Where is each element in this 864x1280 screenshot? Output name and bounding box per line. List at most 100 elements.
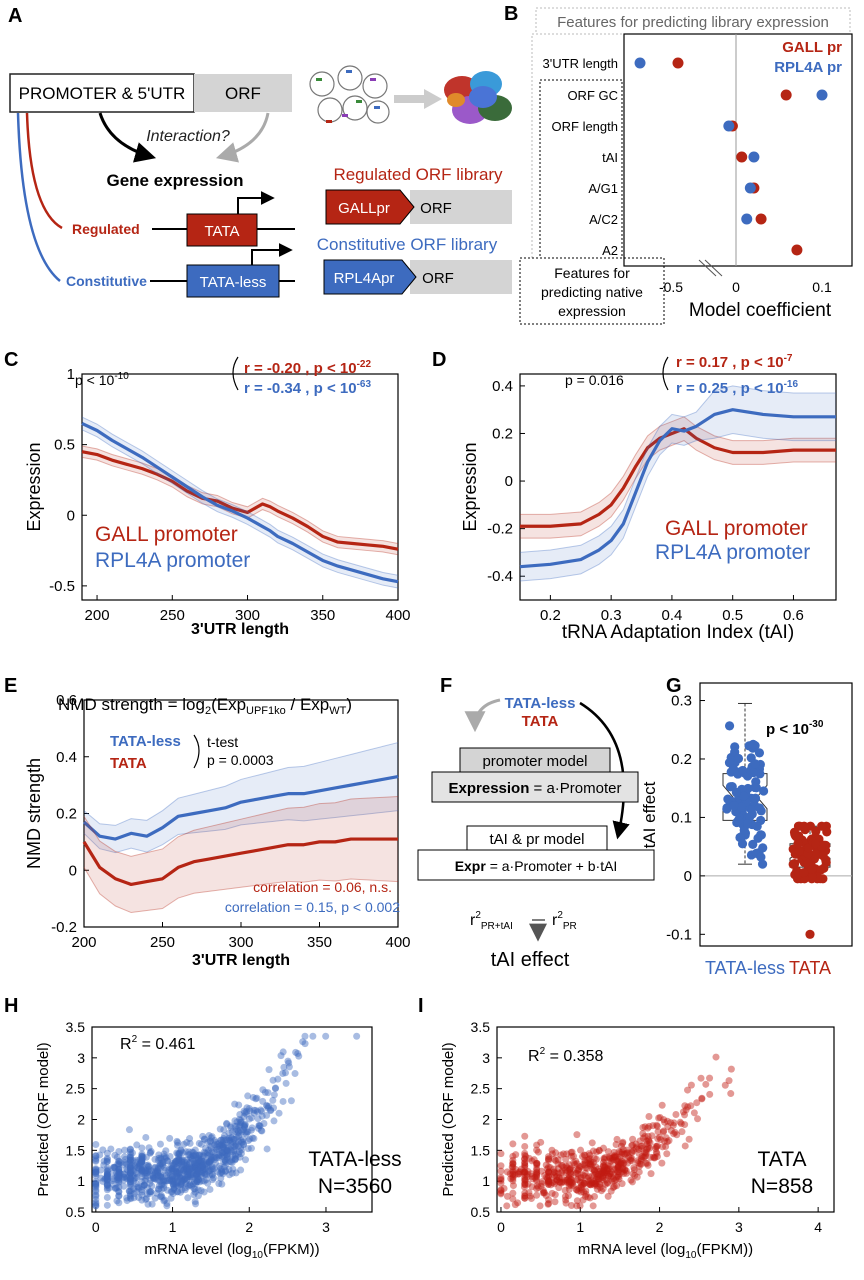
gall-promoter-shape [325,189,415,225]
i-plot-point [644,1144,652,1152]
h-plot-point [143,1169,151,1177]
h-plot-point [126,1176,134,1184]
i-plot-point [534,1183,542,1191]
i-plot-point [523,1173,531,1181]
g-point [733,753,744,764]
h-plot-point [133,1183,141,1191]
h-plot-point [240,1107,248,1115]
h-plot-point [222,1167,230,1175]
i-plot-point [536,1202,544,1210]
h-plot-point [92,1166,100,1174]
h-plot-point [219,1138,227,1146]
h-plot-point [138,1166,146,1174]
h-plot-ytick-label: 3 [77,1050,85,1066]
i-plot-point [698,1094,706,1102]
h-plot-point [115,1173,123,1181]
h-plot-point [103,1170,111,1178]
h-plot-point [156,1160,164,1168]
h-plot-point [136,1159,144,1167]
h-plot-point [149,1172,157,1180]
i-plot-point [546,1163,554,1171]
h-plot-point [115,1187,123,1195]
h-plot-point [231,1155,239,1163]
h-plot-point [178,1180,186,1188]
g-point [756,852,766,862]
h-plot-point [146,1149,154,1157]
h-plot-point [234,1142,242,1150]
h-plot-point [138,1173,146,1181]
i-plot-point [541,1171,549,1179]
h-plot-point [220,1148,228,1156]
i-plot-point [632,1144,640,1152]
i-plot-point [614,1173,622,1181]
i-plot-point [509,1140,517,1148]
h-plot-point [171,1160,179,1168]
i-plot-point [646,1139,654,1147]
i-plot-point [643,1140,651,1148]
h-plot-point [153,1176,161,1184]
h-plot-point [211,1159,219,1167]
h-plot-point [322,1032,330,1040]
h-plot-point [103,1167,111,1175]
h-plot-point [195,1157,203,1165]
h-plot-point [138,1166,146,1174]
h-plot-point [242,1130,250,1138]
i-plot-point [561,1166,569,1174]
h-plot-point [253,1094,261,1102]
h-plot-point [164,1186,172,1194]
i-plot-point [509,1160,517,1168]
h-plot-point [167,1177,175,1185]
native-box-line-3: expression [558,303,626,319]
h-plot-point [184,1194,192,1202]
c-plot-xlabel: 3'UTR length [191,621,289,638]
i-plot-point [580,1179,588,1187]
h-plot-point [211,1153,219,1161]
i-plot-point [638,1152,646,1160]
native-features-region [539,79,623,261]
i-plot-point [627,1156,635,1164]
h-plot-point [205,1158,213,1166]
i-plot-point [576,1202,584,1210]
i-plot-xtick-label: 3 [735,1219,743,1235]
i-plot-point [575,1166,583,1174]
h-plot-point [208,1163,216,1171]
h-plot-point [223,1147,231,1155]
i-plot-point [592,1163,600,1171]
h-plot-point [175,1153,183,1161]
h-plot-point [154,1185,162,1193]
g-point [816,865,826,875]
h-plot-point [182,1165,190,1173]
h-plot-point [246,1107,254,1115]
h-plot-point [97,1174,105,1182]
h-plot-point [156,1161,164,1169]
h-plot-point [160,1150,168,1158]
i-plot-point [628,1155,636,1163]
i-plot-point [667,1119,675,1127]
h-plot-point [234,1150,242,1158]
g-point [733,816,743,826]
h-plot-point [127,1168,135,1176]
c-legend-rpl: RPL4A promoter [95,549,250,572]
i-plot-point [637,1160,645,1168]
h-plot-point [126,1166,134,1174]
h-plot-point [252,1106,260,1114]
i-plot-point [619,1138,627,1146]
h-plot-point [231,1136,239,1144]
i-plot-point [584,1174,592,1182]
h-plot-point [177,1180,185,1188]
h-plot-point [155,1185,163,1193]
i-plot-point [571,1160,579,1168]
h-plot-point [133,1158,141,1166]
h-plot-point [102,1174,110,1182]
h-plot-point [192,1152,200,1160]
h-plot-point [174,1156,182,1164]
b-dot-gall [755,213,767,225]
h-plot-point [233,1126,241,1134]
e-plot-ytick-label: 0.4 [56,749,77,766]
e-plot-series-1 [82,837,398,887]
h-plot-point [224,1147,232,1155]
g-point [750,793,761,803]
i-plot-point [642,1148,650,1156]
h-plot-point [169,1159,177,1167]
h-plot-point [116,1159,124,1167]
